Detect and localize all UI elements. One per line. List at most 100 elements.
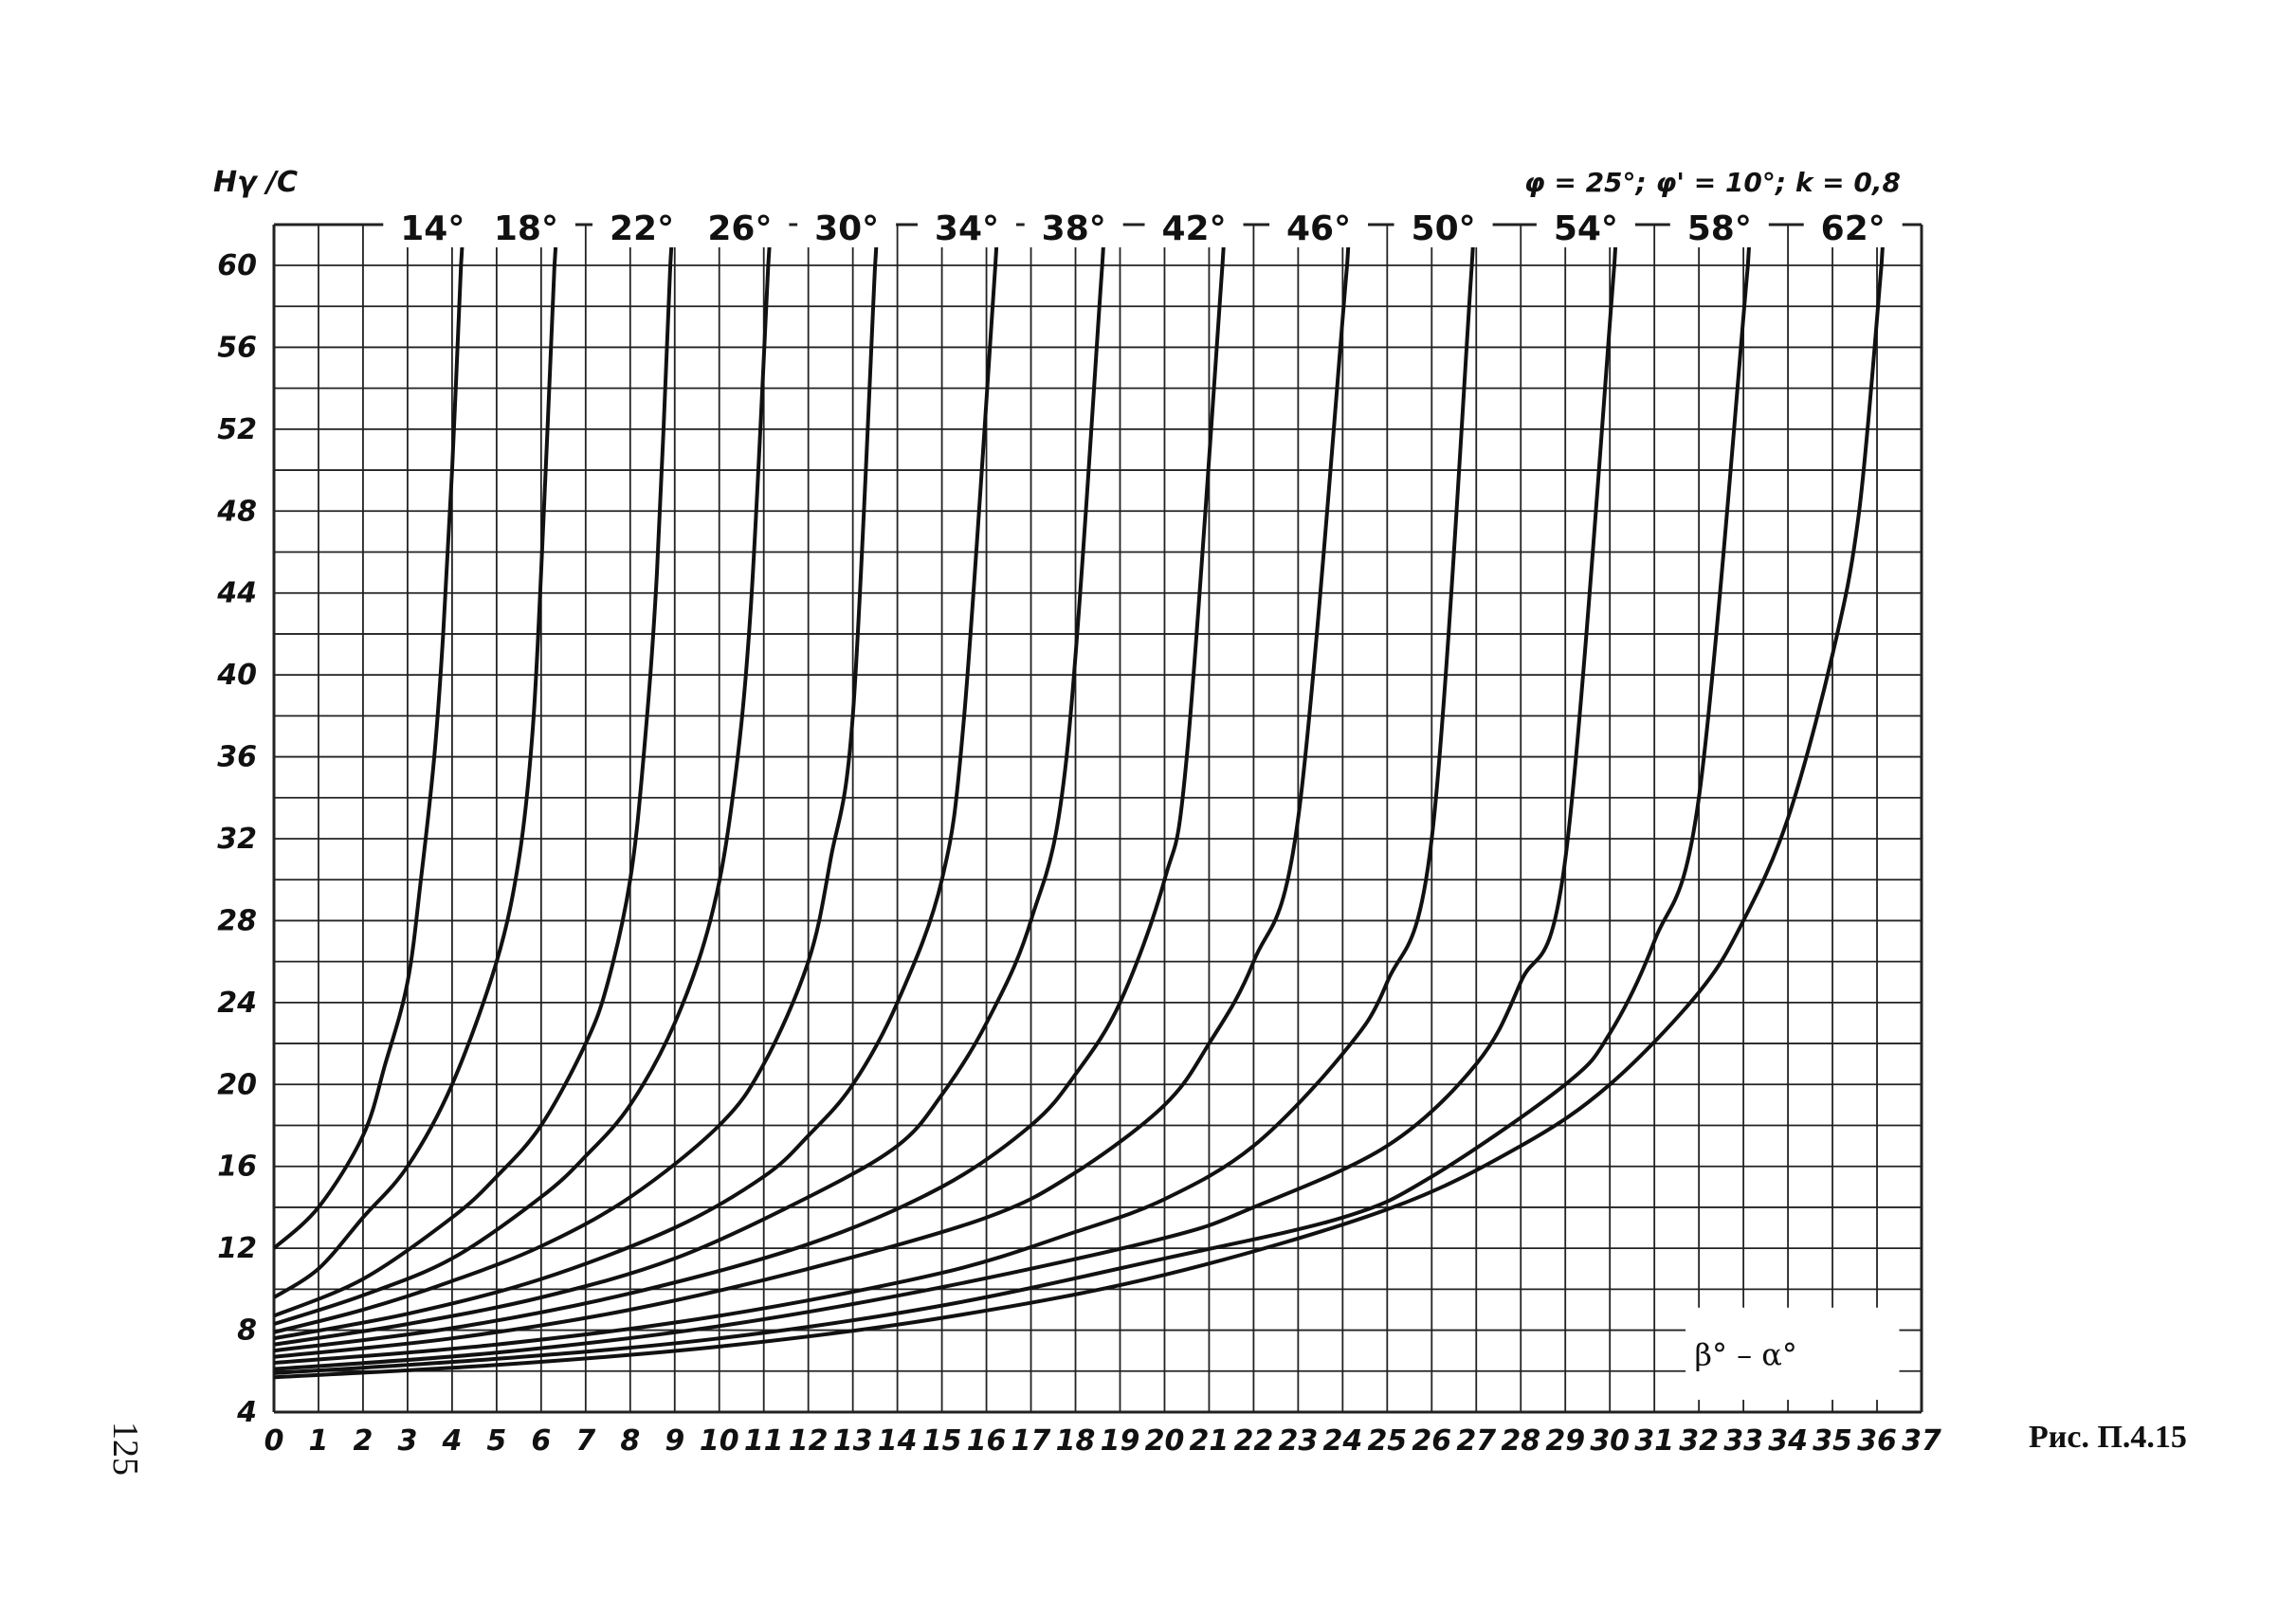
x-tick-label: 0 (264, 1424, 284, 1458)
x-tick-label: 3 (397, 1424, 417, 1458)
series-label-background (592, 206, 692, 247)
series-label: 62° (1821, 209, 1886, 248)
x-tick-label: 20 (1145, 1424, 1185, 1458)
series-curve-50 (273, 264, 1474, 1366)
series-label: 42° (1161, 209, 1226, 248)
grid (272, 223, 1923, 1414)
series-label-background (1024, 206, 1123, 247)
x-axis-label-background (1686, 1307, 1900, 1401)
x-tick-label: 13 (833, 1424, 873, 1458)
x-tick-label: 35 (1813, 1424, 1852, 1458)
series-label-background (1144, 206, 1244, 247)
series-label: 14° (400, 209, 465, 248)
series-label-background (690, 206, 790, 247)
page-number: 125 (105, 1422, 145, 1476)
y-tick-label: 60 (217, 249, 257, 282)
x-tick-label: 1 (309, 1424, 329, 1458)
series-curve-62 (273, 264, 1884, 1380)
y-tick-label: 52 (217, 413, 257, 446)
series-curve-42 (273, 264, 1225, 1353)
y-axis-label: Hγ /C (213, 166, 298, 199)
x-tick-label: 25 (1367, 1424, 1407, 1458)
series-label: 26° (707, 209, 772, 248)
series-label-background (476, 206, 575, 247)
y-tick-label: 28 (217, 904, 257, 937)
series-curve-14 (272, 264, 464, 1250)
series-label-background (797, 206, 897, 247)
series-curve-58 (273, 264, 1750, 1375)
y-tick-label: 20 (217, 1068, 257, 1101)
x-tick-label: 32 (1679, 1424, 1719, 1458)
x-tick-label: 31 (1634, 1424, 1674, 1458)
y-tick-label: 16 (217, 1151, 257, 1184)
x-tick-label: 9 (665, 1424, 684, 1458)
x-tick-label: 22 (1234, 1424, 1274, 1458)
series-label-background (1269, 206, 1369, 247)
curves (272, 233, 1886, 1380)
x-tick-label: 17 (1011, 1424, 1051, 1458)
y-tick-label: 44 (216, 577, 257, 610)
x-tick-label: 23 (1279, 1424, 1319, 1458)
y-tick-label: 24 (217, 987, 257, 1020)
series-label-background (917, 206, 1016, 247)
x-tick-label: 34 (1768, 1424, 1808, 1458)
y-tick-label: 40 (216, 659, 257, 692)
x-tick-label: 4 (441, 1424, 462, 1458)
series-label-background (1394, 206, 1493, 247)
x-tick-label: 14 (878, 1424, 918, 1458)
x-tick-label: 37 (1902, 1424, 1941, 1458)
y-tick-label: 12 (217, 1232, 257, 1265)
y-tick-label: 56 (217, 331, 257, 364)
x-axis-label: β° – α° (1694, 1336, 1796, 1372)
x-tick-label: 27 (1456, 1424, 1496, 1458)
series-curve-18 (272, 264, 556, 1299)
series-label: 38° (1042, 209, 1106, 248)
series-label-background (1536, 206, 1635, 247)
x-tick-label: 5 (486, 1424, 506, 1458)
x-tick-label: 18 (1056, 1424, 1096, 1458)
x-tick-label: 16 (967, 1424, 1007, 1458)
y-tick-label: 48 (216, 495, 257, 528)
series-curve-22 (273, 264, 673, 1318)
series-label-background (1669, 206, 1769, 247)
y-tick-label: 4 (236, 1396, 257, 1429)
series-label: 18° (494, 209, 558, 248)
x-tick-label: 29 (1545, 1424, 1585, 1458)
x-tick-label: 30 (1590, 1424, 1630, 1458)
parameters-label: φ = 25°; φ' = 10°; k = 0,8 (1524, 167, 1901, 198)
x-tick-label: 24 (1322, 1424, 1362, 1458)
series-curve-38 (273, 264, 1104, 1347)
y-tick-label: 32 (217, 823, 257, 856)
x-tick-label: 6 (531, 1424, 551, 1458)
x-tick-label: 28 (1501, 1424, 1540, 1458)
series-label: 54° (1554, 209, 1618, 248)
series-label-background (1803, 206, 1903, 247)
x-tick-label: 26 (1412, 1424, 1451, 1458)
x-tick-label: 11 (744, 1424, 784, 1458)
x-tick-label: 33 (1723, 1424, 1763, 1458)
x-tick-label: 2 (354, 1424, 374, 1458)
x-tick-label: 8 (620, 1424, 640, 1458)
series-label: 22° (610, 209, 674, 248)
series-label: 58° (1687, 209, 1752, 248)
x-tick-label: 10 (700, 1424, 739, 1458)
series-label: 50° (1412, 209, 1476, 248)
x-tick-label: 15 (922, 1424, 962, 1458)
y-tick-label: 36 (217, 741, 257, 774)
x-tick-label: 7 (575, 1424, 595, 1458)
series-label-background (383, 206, 483, 247)
x-tick-labels: 0 1 2 3 4 5 6 7 8 9 10 11 12 13 14 15 16 17 18 19 20 21 22 23 24… (264, 1424, 1941, 1458)
series-curve-30 (273, 264, 878, 1334)
series-curve-26 (273, 264, 771, 1327)
x-tick-label: 21 (1190, 1424, 1230, 1458)
series-labels: 14° 18° 22° 26° 30° 34° 38° 42° 46° 50° 54° 58° 62° (383, 206, 1903, 248)
series-label: 34° (935, 209, 999, 248)
x-tick-label: 12 (789, 1424, 829, 1458)
series-curve-46 (273, 264, 1349, 1359)
y-tick-label: 8 (237, 1314, 257, 1348)
x-tick-label: 19 (1101, 1424, 1140, 1458)
series-label: 46° (1286, 209, 1351, 248)
series-curve-34 (273, 264, 997, 1341)
